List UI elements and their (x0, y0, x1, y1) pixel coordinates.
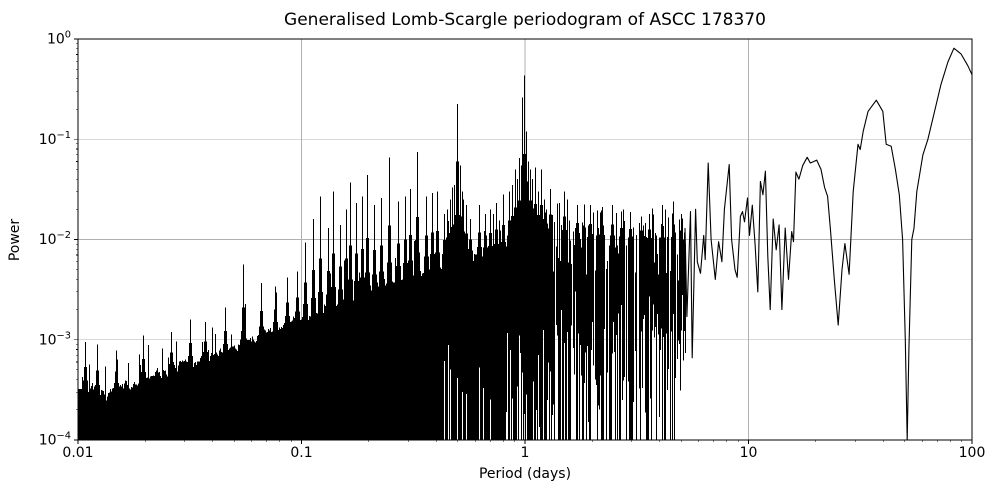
y-tick-label: 10−2 (39, 230, 71, 248)
x-tick-label: 0.01 (62, 445, 93, 461)
axis-ticks (74, 38, 973, 444)
y-tick-label: 10−1 (39, 130, 71, 148)
chart-title: Generalised Lomb-Scargle periodogram of … (284, 10, 766, 30)
tick-labels: 0.01 0.1 1 10 100 100 10−1 10−2 10−3 10−4 (39, 30, 986, 462)
x-tick-label: 100 (959, 445, 986, 461)
x-tick-label: 10 (740, 445, 758, 461)
x-tick-label: 1 (521, 445, 530, 461)
x-axis-label: Period (days) (478, 466, 572, 482)
y-tick-label: 100 (47, 30, 71, 48)
series-path (684, 47, 973, 441)
y-tick-label: 10−3 (39, 330, 71, 348)
y-axis-label: Power (7, 218, 23, 262)
x-tick-label: 0.1 (290, 445, 312, 461)
y-tick-label: 10−4 (39, 431, 71, 449)
noise-columns-path (78, 75, 686, 440)
